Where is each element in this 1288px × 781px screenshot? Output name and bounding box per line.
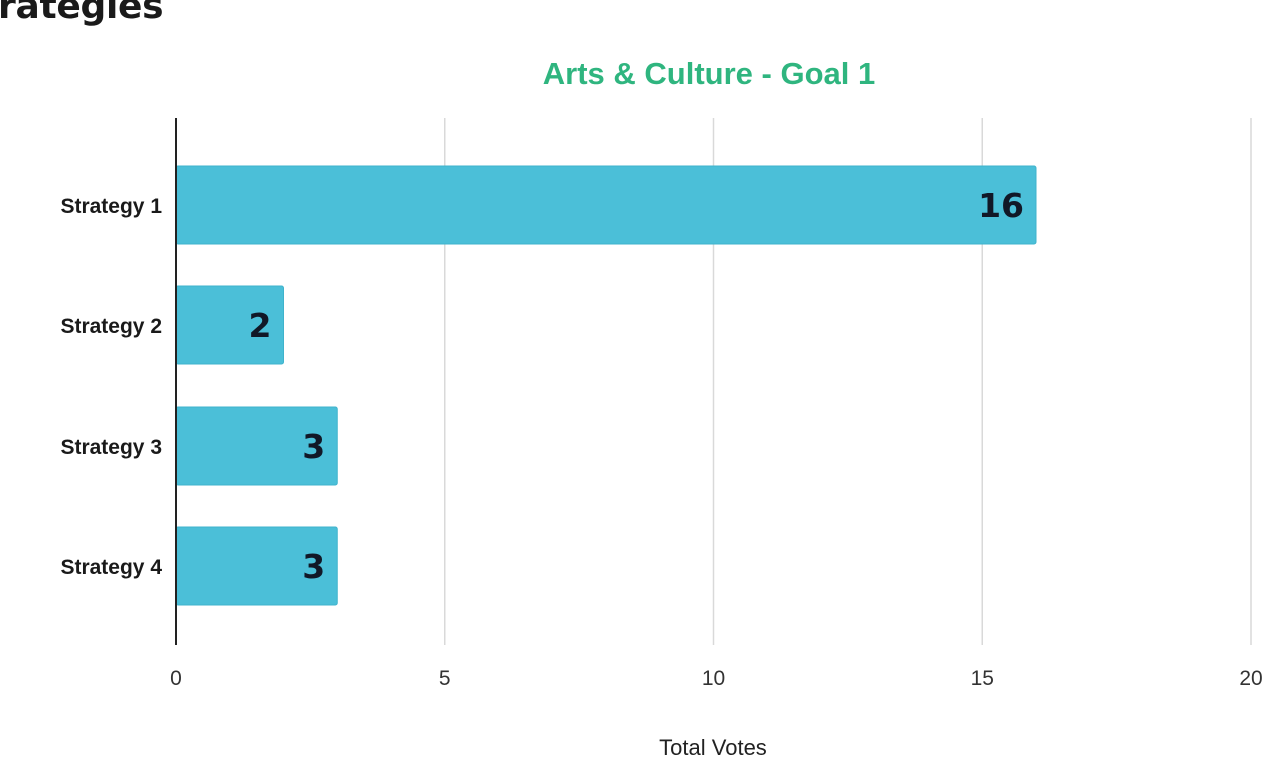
bar-1 [176, 166, 1036, 244]
x-tick-label-5: 5 [439, 667, 451, 690]
x-axis-title: Total Votes [659, 735, 767, 760]
x-tick-label-15: 15 [971, 667, 994, 690]
category-label-2: Strategy 2 [60, 315, 162, 338]
category-label-3: Strategy 3 [60, 436, 162, 459]
x-tick-label-10: 10 [702, 667, 725, 690]
chart-title: Arts & Culture - Goal 1 [543, 56, 875, 91]
data-label-1: 16 [978, 186, 1024, 225]
category-label-1: Strategy 1 [60, 195, 162, 218]
category-label-4: Strategy 4 [60, 556, 162, 579]
bars [176, 166, 1036, 605]
data-label-3: 3 [302, 427, 325, 466]
data-label-4: 3 [302, 547, 325, 586]
data-label-2: 2 [249, 306, 272, 345]
x-tick-label-0: 0 [170, 667, 182, 690]
x-tick-label-20: 20 [1239, 667, 1262, 690]
